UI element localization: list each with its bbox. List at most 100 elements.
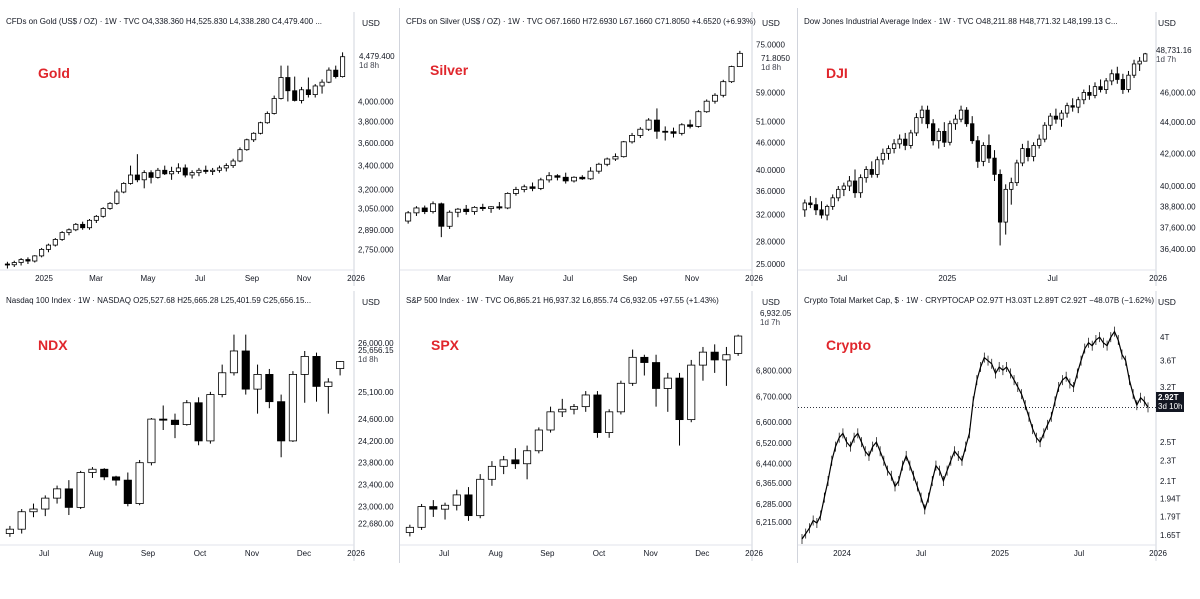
x-tick-label: 2026 — [745, 549, 763, 558]
candle-body — [637, 128, 644, 136]
chart-canvas-spx[interactable]: 6,800.000 6,700.000 6,600.000 6,520.000 6,44… — [400, 291, 796, 561]
last-price: 2.92T — [1158, 393, 1179, 402]
y-tick-label: 6,285.000 — [756, 500, 792, 509]
chart-canvas-crypto[interactable]: 4T3.6T3.2T2.9T2.5T2.3T2.1T1.94T1.79T1.65… — [798, 291, 1200, 561]
candle-body — [529, 186, 536, 189]
candle-body — [620, 141, 627, 158]
candle-body — [858, 177, 863, 194]
candle-body — [340, 56, 346, 77]
candle-body — [936, 130, 941, 142]
candle-body — [454, 208, 461, 213]
candle-body — [852, 180, 858, 194]
x-tick-label: 2026 — [1149, 549, 1167, 558]
candle-body — [4, 263, 10, 266]
candle-body — [521, 186, 528, 190]
y-tick-label: 23,400.00 — [358, 481, 394, 490]
candle-body — [18, 259, 24, 263]
candle-body — [728, 66, 735, 83]
y-tick-label: 3,800.000 — [358, 118, 394, 127]
chart-canvas-ndx[interactable]: 26,000.00 25,100.00 24,600.00 24,200.00 23,8… — [0, 291, 398, 561]
candle-body — [886, 148, 891, 154]
candle-body — [123, 479, 132, 504]
candle-body — [1070, 105, 1075, 108]
candle-body — [1048, 115, 1053, 126]
chart-canvas-dji[interactable]: 46,000.00 44,000.00 42,000.00 40,000.00 38,8… — [798, 12, 1200, 286]
candle-body — [687, 124, 694, 127]
candle-body — [175, 167, 181, 172]
y-tick-label: 23,000.00 — [358, 502, 394, 511]
chart-panel-silver[interactable]: 75.0000 59.0000 51.0000 46.0000 40.0000 36.00… — [400, 12, 796, 286]
candle-body — [1109, 73, 1114, 82]
chart-panel-gold[interactable]: 4,000.000 3,800.000 3,600.000 3,400.000 3,20… — [0, 12, 398, 286]
candle-body — [663, 377, 672, 389]
candle-body — [645, 119, 652, 130]
candle-body — [1014, 162, 1019, 184]
candle-body — [285, 77, 291, 92]
y-tick-label: 4T — [1160, 333, 1169, 342]
x-tick-label: Oct — [194, 549, 207, 558]
chart-title-ndx: NDX — [38, 337, 68, 353]
candle-body — [579, 176, 586, 180]
y-tick-label: 3,050.000 — [358, 204, 394, 213]
x-tick-label: Jul — [1048, 274, 1058, 283]
y-tick-label: 2.1T — [1160, 477, 1176, 486]
candle-body — [405, 526, 414, 533]
candle-body — [534, 429, 543, 452]
symbol-header: CFDs on Gold (US$ / OZ) · 1W · TVC O4,33… — [6, 17, 323, 26]
x-tick-label: Mar — [89, 274, 103, 283]
chart-title-crypto: Crypto — [826, 337, 872, 353]
candle-body — [312, 85, 318, 95]
candle-body — [629, 135, 636, 143]
candle-body — [257, 122, 264, 134]
candle-body — [203, 169, 209, 172]
candle-body — [678, 124, 685, 134]
x-tick-label: Nov — [297, 274, 311, 283]
y-tick-label: 37,600.00 — [1160, 223, 1196, 232]
chart-panel-ndx[interactable]: 26,000.00 25,100.00 24,600.00 24,200.00 23,8… — [0, 291, 398, 561]
candle-body — [628, 356, 637, 384]
y-tick-label: 26,000.00 — [358, 339, 394, 348]
x-tick-label: 2026 — [745, 274, 763, 283]
candle-body — [1059, 112, 1064, 120]
candle-body — [830, 197, 835, 207]
y-tick-label: 4,000.000 — [358, 97, 394, 106]
chart-panel-dji[interactable]: 46,000.00 44,000.00 42,000.00 40,000.00 38,8… — [798, 12, 1200, 286]
y-tick-label: 40,000.00 — [1160, 182, 1196, 191]
last-price-tag: 25,656.15 1d 8h — [358, 346, 394, 364]
chart-panel-spx[interactable]: 6,800.000 6,700.000 6,600.000 6,520.000 6,44… — [400, 291, 796, 561]
x-tick-label: Dec — [297, 549, 311, 558]
chart-canvas-gold[interactable]: 4,000.000 3,800.000 3,600.000 3,400.000 3,20… — [0, 12, 398, 286]
candle-body — [463, 208, 470, 213]
candle-body — [251, 132, 257, 141]
candle-body — [441, 504, 450, 510]
candle-body — [992, 157, 997, 175]
y-tick-label: 6,520.000 — [756, 439, 792, 448]
candle-body — [80, 223, 86, 229]
last-price-tag: 4,479.400 1d 8h — [359, 52, 395, 70]
y-tick-label: 42,000.00 — [1160, 149, 1196, 158]
y-tick-label: 28.0000 — [756, 237, 785, 246]
candle-body — [1126, 74, 1131, 90]
x-tick-label: Jul — [39, 549, 49, 558]
candle-body — [1076, 99, 1081, 108]
candle-body — [155, 169, 161, 178]
candle-body — [210, 169, 216, 172]
candle-body — [569, 406, 579, 410]
candle-body — [299, 89, 305, 101]
candle-body — [841, 185, 846, 190]
candle-body — [1137, 60, 1142, 65]
candle-body — [587, 170, 594, 180]
candle-body — [897, 138, 902, 145]
candle-body — [336, 361, 345, 369]
x-tick-label: May — [140, 274, 155, 283]
candle-body — [300, 356, 309, 375]
last-price-tag: 48,731.16 1d 7h — [1156, 46, 1192, 64]
chart-canvas-silver[interactable]: 75.0000 59.0000 51.0000 46.0000 40.0000 36.00… — [400, 12, 796, 286]
y-tick-label: 6,215.000 — [756, 518, 792, 527]
chart-panel-crypto[interactable]: 4T3.6T3.2T2.9T2.5T2.3T2.1T1.94T1.79T1.65… — [798, 291, 1200, 561]
candle-body — [189, 172, 195, 176]
candle-body — [265, 374, 274, 403]
candle-body — [464, 494, 473, 517]
candle-body — [73, 223, 79, 231]
candle-body — [808, 202, 813, 206]
